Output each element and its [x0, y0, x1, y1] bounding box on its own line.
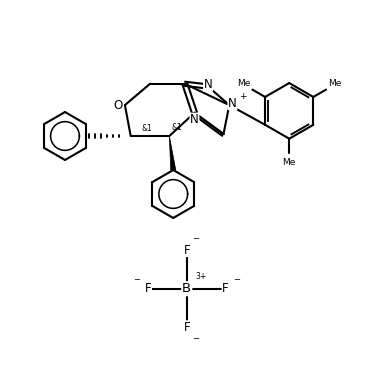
Text: F: F: [184, 244, 190, 256]
Text: Me: Me: [237, 79, 251, 88]
Text: −: −: [193, 234, 200, 244]
Text: O: O: [114, 99, 123, 112]
Polygon shape: [169, 136, 176, 170]
Text: F: F: [222, 282, 229, 295]
Text: &1: &1: [172, 123, 182, 132]
Text: N: N: [228, 97, 237, 110]
Text: −: −: [233, 275, 240, 284]
Text: &1: &1: [142, 124, 152, 133]
Text: −: −: [133, 275, 140, 284]
Text: B: B: [182, 282, 191, 295]
Text: N: N: [190, 113, 199, 126]
Text: N: N: [204, 78, 212, 91]
Text: +: +: [239, 92, 247, 101]
Text: Me: Me: [282, 158, 296, 167]
Text: −: −: [193, 334, 200, 343]
Text: F: F: [145, 282, 151, 295]
Text: Me: Me: [328, 79, 342, 88]
Text: F: F: [184, 321, 190, 334]
Text: 3+: 3+: [195, 272, 207, 281]
